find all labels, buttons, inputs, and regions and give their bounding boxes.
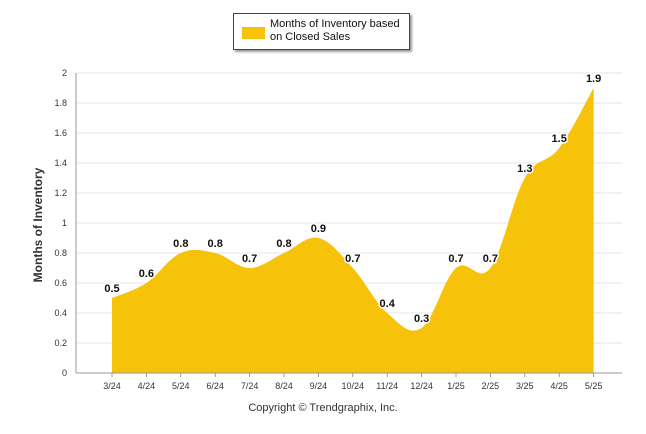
- legend: Months of Inventory based on Closed Sale…: [233, 13, 410, 50]
- x-tick-label: 1/25: [447, 381, 465, 391]
- data-label: 0.7: [242, 253, 257, 265]
- data-label: 0.9: [311, 223, 326, 235]
- data-label: 0.6: [139, 268, 154, 280]
- data-label: 0.7: [345, 253, 360, 265]
- x-tick-label: 12/24: [410, 381, 433, 391]
- y-tick-label: 0: [62, 368, 67, 378]
- data-label: 0.4: [380, 298, 396, 310]
- x-tick-label: 4/25: [550, 381, 568, 391]
- x-tick-labels: 3/24 4/24 5/24 6/24 7/24 8/24 9/24 10/24 11/24 12…: [103, 381, 602, 391]
- x-tick-label: 3/25: [516, 381, 534, 391]
- x-tick-label: 11/24: [376, 381, 398, 391]
- data-label: 0.7: [448, 253, 463, 265]
- x-tick-label: 10/24: [342, 381, 365, 391]
- y-tick-label: 0.6: [54, 278, 67, 288]
- copyright-footer: Copyright © Trendgraphix, Inc.: [248, 402, 398, 414]
- x-tick-label: 8/24: [275, 381, 293, 391]
- y-tick-label: 1.8: [54, 98, 67, 108]
- x-tick-label: 4/24: [138, 381, 156, 391]
- area-fill: [112, 88, 594, 373]
- data-label: 0.5: [104, 283, 119, 295]
- y-axis-label: Months of Inventory: [31, 167, 45, 283]
- legend-swatch: [242, 27, 265, 39]
- x-tick-label: 2/25: [482, 381, 500, 391]
- x-tick-label: 3/24: [103, 381, 121, 391]
- x-tick-label: 5/25: [585, 381, 603, 391]
- x-tick-label: 7/24: [241, 381, 259, 391]
- data-label: 1.3: [517, 163, 532, 175]
- data-label: 1.5: [552, 133, 567, 145]
- data-label: 0.8: [173, 238, 188, 250]
- y-tick-label: 0.2: [54, 338, 67, 348]
- x-tick-label: 9/24: [310, 381, 328, 391]
- axes: [75, 73, 622, 377]
- y-tick-label: 1: [62, 218, 67, 228]
- area-series: [112, 88, 594, 373]
- y-tick-label: 1.2: [54, 188, 67, 198]
- data-label: 0.3: [414, 313, 429, 325]
- y-tick-label: 1.6: [54, 128, 67, 138]
- x-tick-label: 5/24: [172, 381, 190, 391]
- y-tick-label: 1.4: [54, 158, 67, 168]
- data-label: 0.8: [276, 238, 291, 250]
- legend-label: Months of Inventory based on Closed Sale…: [270, 18, 400, 43]
- x-tick-label: 6/24: [206, 381, 224, 391]
- data-labels: 0.5 0.6 0.8 0.8 0.7 0.8 0.9 0.7 0.4 0.3 0.7 0.7 1.3 1…: [103, 72, 603, 327]
- y-tick-labels: 0 0.2 0.4 0.6 0.8 1 1.2 1.4 1.6 1.8 2: [54, 68, 67, 378]
- y-tick-label: 0.4: [54, 308, 67, 318]
- data-label: 0.7: [483, 253, 498, 265]
- y-tick-label: 0.8: [54, 248, 67, 258]
- data-label: 1.9: [586, 73, 601, 85]
- y-tick-label: 2: [62, 68, 67, 78]
- data-label: 0.8: [208, 238, 223, 250]
